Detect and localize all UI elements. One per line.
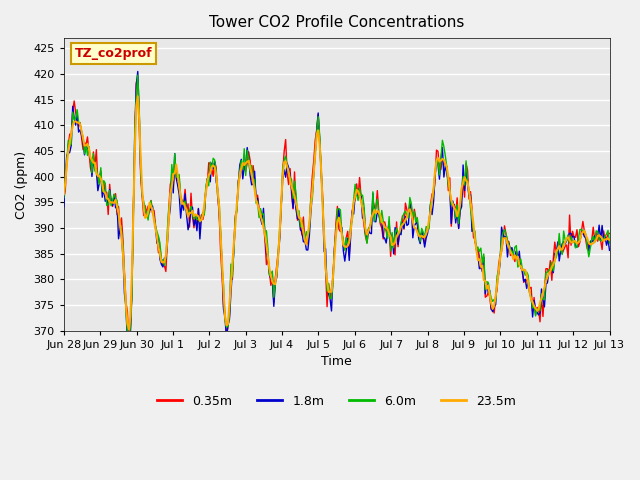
Legend: 0.35m, 1.8m, 6.0m, 23.5m: 0.35m, 1.8m, 6.0m, 23.5m xyxy=(152,390,521,413)
Y-axis label: CO2 (ppm): CO2 (ppm) xyxy=(15,150,28,218)
Text: TZ_co2prof: TZ_co2prof xyxy=(75,47,152,60)
Title: Tower CO2 Profile Concentrations: Tower CO2 Profile Concentrations xyxy=(209,15,465,30)
X-axis label: Time: Time xyxy=(321,355,352,369)
